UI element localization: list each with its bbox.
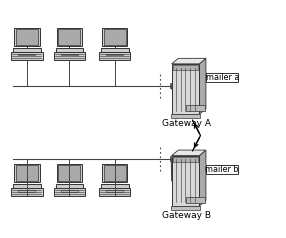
FancyBboxPatch shape: [186, 105, 205, 111]
FancyBboxPatch shape: [61, 54, 78, 55]
Text: mailer a: mailer a: [206, 74, 239, 83]
FancyBboxPatch shape: [171, 114, 200, 118]
FancyBboxPatch shape: [58, 29, 80, 45]
Polygon shape: [172, 150, 206, 156]
FancyBboxPatch shape: [16, 165, 38, 181]
FancyBboxPatch shape: [18, 190, 35, 192]
FancyBboxPatch shape: [55, 48, 83, 52]
FancyBboxPatch shape: [58, 165, 80, 181]
FancyBboxPatch shape: [54, 188, 85, 196]
FancyBboxPatch shape: [171, 206, 200, 210]
FancyBboxPatch shape: [18, 54, 35, 55]
Polygon shape: [172, 58, 206, 64]
FancyBboxPatch shape: [57, 28, 82, 46]
FancyBboxPatch shape: [172, 64, 199, 114]
FancyBboxPatch shape: [16, 29, 38, 45]
FancyBboxPatch shape: [55, 184, 83, 188]
FancyBboxPatch shape: [186, 197, 205, 203]
Text: mailer b: mailer b: [205, 165, 239, 174]
FancyBboxPatch shape: [99, 188, 130, 196]
FancyBboxPatch shape: [61, 190, 78, 192]
FancyBboxPatch shape: [101, 184, 128, 188]
FancyBboxPatch shape: [106, 54, 123, 55]
FancyBboxPatch shape: [102, 164, 127, 183]
Polygon shape: [199, 58, 206, 114]
FancyBboxPatch shape: [173, 157, 198, 162]
FancyBboxPatch shape: [104, 29, 126, 45]
Text: Gateway A: Gateway A: [162, 119, 211, 128]
FancyBboxPatch shape: [11, 52, 43, 60]
FancyBboxPatch shape: [11, 188, 43, 196]
FancyBboxPatch shape: [102, 28, 127, 46]
FancyBboxPatch shape: [99, 52, 130, 60]
FancyBboxPatch shape: [54, 52, 85, 60]
FancyBboxPatch shape: [13, 48, 41, 52]
FancyBboxPatch shape: [13, 184, 41, 188]
FancyBboxPatch shape: [14, 164, 39, 183]
FancyBboxPatch shape: [57, 164, 82, 183]
FancyBboxPatch shape: [172, 156, 199, 206]
FancyBboxPatch shape: [106, 190, 123, 192]
Text: Gateway B: Gateway B: [162, 211, 211, 220]
FancyBboxPatch shape: [101, 48, 128, 52]
FancyBboxPatch shape: [206, 74, 239, 82]
FancyBboxPatch shape: [14, 28, 39, 46]
Polygon shape: [199, 150, 206, 206]
FancyBboxPatch shape: [104, 165, 126, 181]
FancyBboxPatch shape: [206, 165, 239, 174]
FancyBboxPatch shape: [173, 65, 198, 70]
